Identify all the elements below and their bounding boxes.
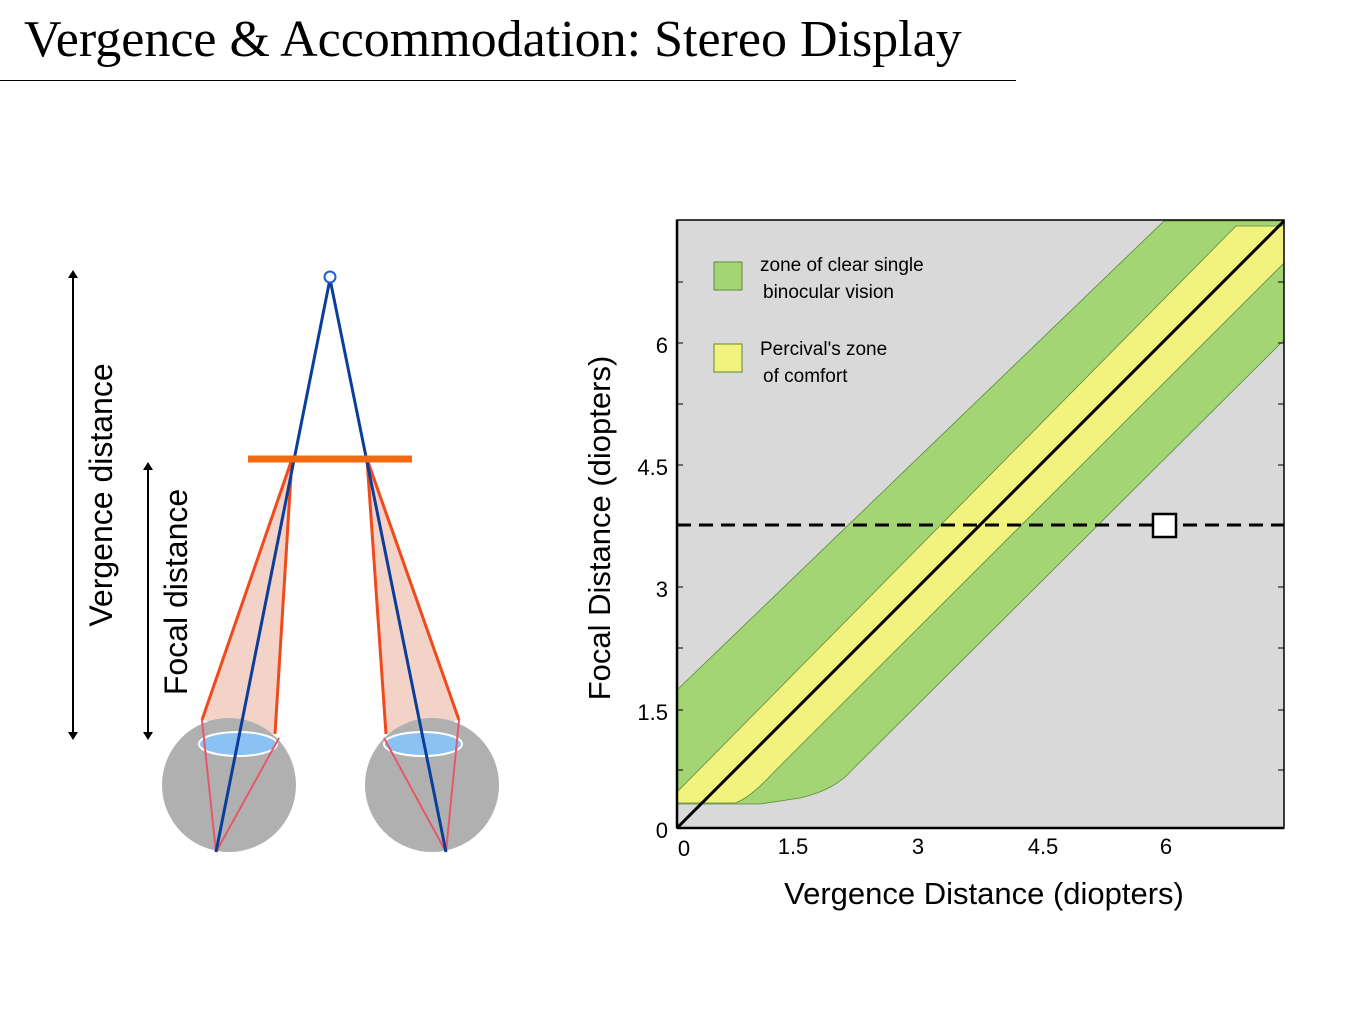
left-cone-edge-inner bbox=[273, 458, 294, 735]
y-tick-label: 1.5 bbox=[637, 700, 668, 725]
slide-title: Vergence & Accommodation: Stereo Display bbox=[24, 11, 962, 68]
right-retina-ray-b bbox=[445, 719, 460, 853]
legend-label-yellow-line2: of comfort bbox=[763, 366, 848, 387]
legend-swatch-yellow bbox=[713, 343, 743, 373]
y-axis-title: Focal Distance (diopters) bbox=[582, 356, 617, 701]
x-tick-label: 1.5 bbox=[778, 834, 809, 859]
x-tick-label: 3 bbox=[912, 834, 924, 859]
legend-swatch-green bbox=[713, 261, 743, 291]
fixation-target bbox=[323, 270, 337, 284]
right-vergence-line bbox=[328, 278, 448, 853]
y-tick-label: 3 bbox=[656, 577, 668, 602]
comfort-zone-chart: zone of clear single binocular vision Pe… bbox=[582, 219, 1286, 911]
right-cone-edge-outer bbox=[365, 458, 461, 721]
x-tick-label: 6 bbox=[1160, 834, 1172, 859]
y-tick-label: 0 bbox=[656, 818, 668, 843]
left-retina-ray-a bbox=[201, 719, 217, 853]
legend-label-yellow-line1: Percival's zone bbox=[760, 339, 887, 360]
left-vergence-line bbox=[214, 278, 332, 853]
eye-diagram: Vergence distance Focal distance bbox=[68, 270, 499, 853]
title-underline bbox=[0, 80, 1016, 81]
y-tick-label: 4.5 bbox=[637, 455, 668, 480]
right-retina-ray-a bbox=[383, 737, 447, 853]
x-tick-label: 4.5 bbox=[1028, 834, 1059, 859]
legend-label-green-line2: binocular vision bbox=[763, 282, 894, 303]
y-tick-label: 6 bbox=[656, 333, 668, 358]
right-cone-edge-inner bbox=[365, 458, 388, 735]
legend-label-green-line1: zone of clear single bbox=[760, 255, 924, 276]
left-retina-ray-b bbox=[215, 737, 280, 853]
x-tick-label: 0 bbox=[678, 836, 690, 861]
vergence-distance-label: Vergence distance bbox=[83, 363, 119, 626]
focal-distance-label: Focal distance bbox=[158, 489, 194, 695]
tick-marks bbox=[677, 281, 1284, 771]
display-condition-marker bbox=[1151, 512, 1178, 539]
left-cone-edge-outer bbox=[200, 458, 294, 721]
x-axis-title: Vergence Distance (diopters) bbox=[784, 876, 1184, 911]
vergence-equals-focal-line bbox=[675, 219, 1286, 830]
